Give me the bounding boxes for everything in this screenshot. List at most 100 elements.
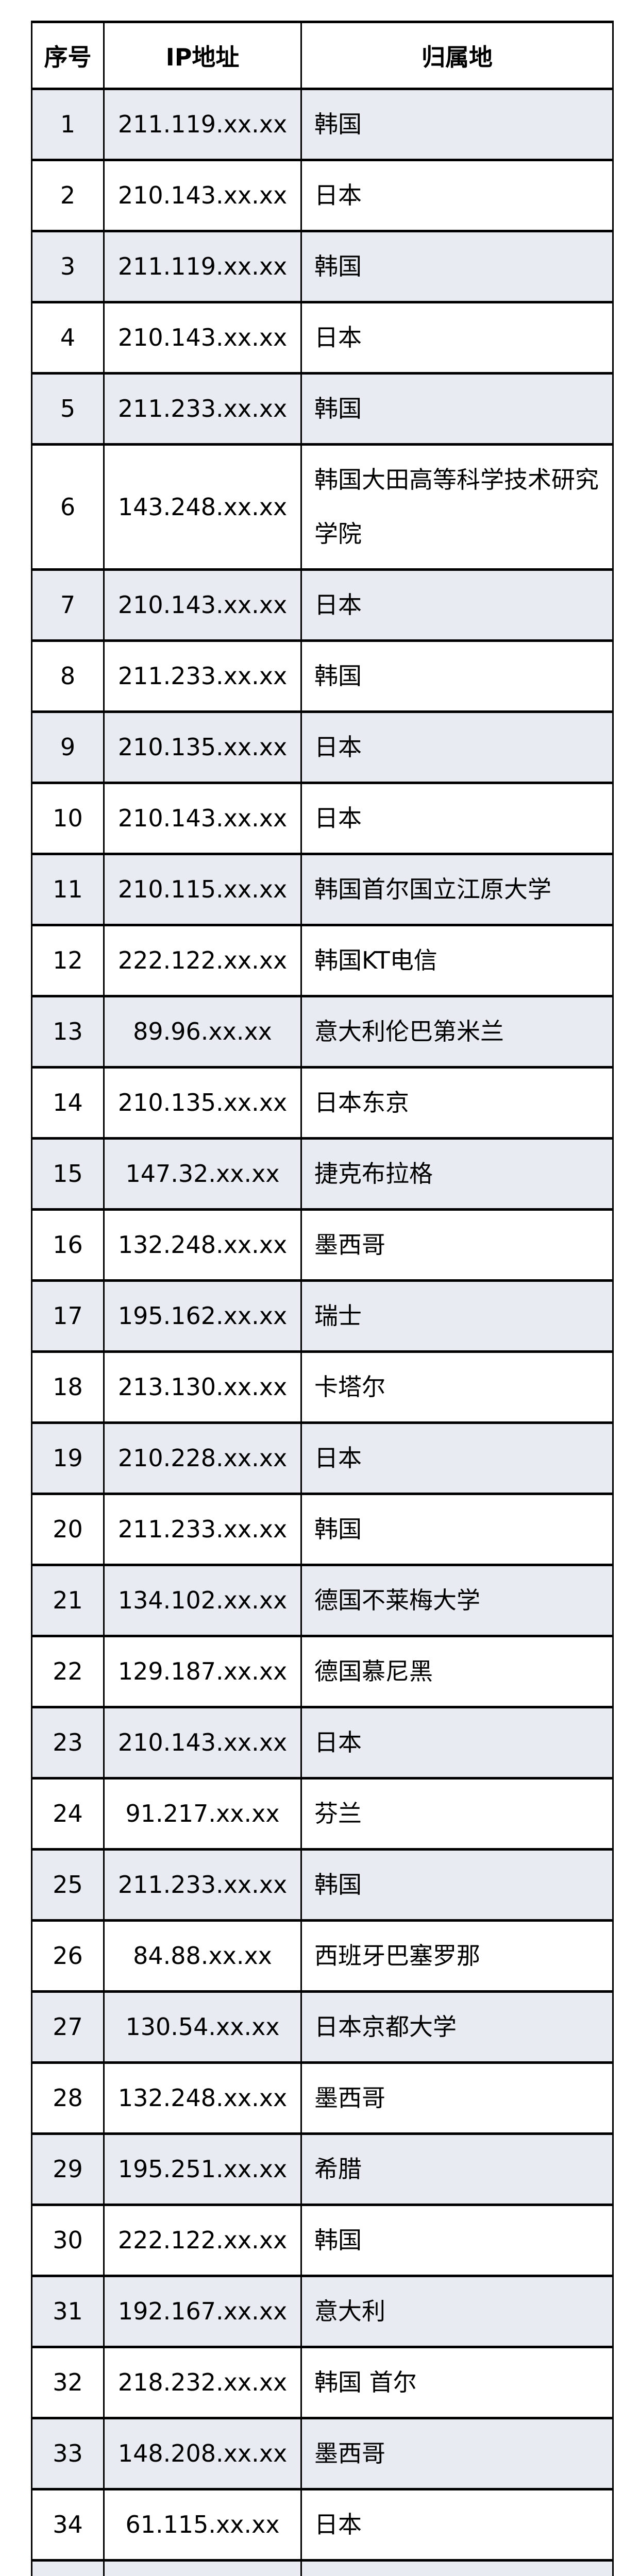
serial-cell: 27: [31, 1990, 105, 2064]
ip-cell: 211.119.xx.xx: [103, 230, 302, 303]
ip-cell: 210.135.xx.xx: [103, 710, 302, 784]
table-row: 32 218.232.xx.xx 韩国 首尔: [31, 2346, 614, 2419]
table-row: 22 129.187.xx.xx 德国慕尼黑: [31, 1635, 614, 1708]
ip-cell: 134.102.xx.xx: [103, 1564, 302, 1637]
ip-cell: 211.233.xx.xx: [103, 1493, 302, 1566]
serial-cell: 6: [31, 443, 105, 571]
ip-cell: 192.167.xx.xx: [103, 2275, 302, 2348]
table-row: 30 222.122.xx.xx 韩国: [31, 2204, 614, 2277]
serial-cell: 15: [31, 1137, 105, 1211]
location-cell: 日本: [300, 2488, 614, 2562]
table-row: 10 210.143.xx.xx 日本: [31, 782, 614, 855]
location-cell: 西班牙巴塞罗那: [300, 1919, 614, 1993]
table-row: 26 84.88.xx.xx 西班牙巴塞罗那: [31, 1919, 614, 1993]
location-cell: 韩国: [300, 88, 614, 161]
serial-cell: 1: [31, 88, 105, 161]
serial-cell: 24: [31, 1777, 105, 1851]
ip-cell: 211.233.xx.xx: [103, 1848, 302, 1922]
location-cell: 韩国: [300, 1848, 614, 1922]
table-row: 12 222.122.xx.xx 韩国KT电信: [31, 924, 614, 997]
location-cell: 墨西哥: [300, 2061, 614, 2135]
serial-cell: 4: [31, 301, 105, 375]
location-cell: 芬兰: [300, 1777, 614, 1851]
serial-cell: 17: [31, 1279, 105, 1353]
ip-cell: 211.233.xx.xx: [103, 372, 302, 446]
ip-cell: 210.115.xx.xx: [103, 853, 302, 926]
ip-cell: 195.251.xx.xx: [103, 2132, 302, 2206]
ip-cell: 91.217.xx.xx: [103, 1777, 302, 1851]
table-row: 13 89.96.xx.xx 意大利伦巴第米兰: [31, 995, 614, 1069]
serial-cell: 19: [31, 1421, 105, 1495]
serial-cell: 11: [31, 853, 105, 926]
ip-cell: 210.135.xx.xx: [103, 1066, 302, 1140]
location-cell: 日本: [300, 301, 614, 375]
table-row: 28 132.248.xx.xx 墨西哥: [31, 2061, 614, 2135]
serial-cell: 8: [31, 639, 105, 713]
location-cell: 墨西哥: [300, 2417, 614, 2490]
table-row: 31 192.167.xx.xx 意大利: [31, 2275, 614, 2348]
ip-cell: 210.143.xx.xx: [103, 301, 302, 375]
location-cell: 韩国: [300, 230, 614, 303]
table-row: 11 210.115.xx.xx 韩国首尔国立江原大学: [31, 853, 614, 926]
location-cell: 意大利: [300, 2275, 614, 2348]
table-row: 1 211.119.xx.xx 韩国: [31, 88, 614, 161]
location-cell: 韩国: [300, 1493, 614, 1566]
location-cell: 日本: [300, 710, 614, 784]
serial-cell: 30: [31, 2204, 105, 2277]
location-cell: 日本: [300, 1706, 614, 1780]
ip-cell: 210.143.xx.xx: [103, 782, 302, 855]
ip-cell: 130.241.xx.xx: [103, 2559, 302, 2576]
location-cell: 韩国首尔国立江原大学: [300, 853, 614, 926]
ip-cell: 222.122.xx.xx: [103, 924, 302, 997]
serial-cell: 35: [31, 2559, 105, 2576]
ip-cell: 129.187.xx.xx: [103, 1635, 302, 1708]
table-row: 9 210.135.xx.xx 日本: [31, 710, 614, 784]
serial-cell: 33: [31, 2417, 105, 2490]
serial-cell: 34: [31, 2488, 105, 2562]
location-cell: 韩国大田高等科学技术研究学院: [300, 443, 614, 571]
location-cell: 瑞士: [300, 1279, 614, 1353]
location-cell: 德国不莱梅大学: [300, 1564, 614, 1637]
ip-cell: 210.228.xx.xx: [103, 1421, 302, 1495]
ip-cell: 211.119.xx.xx: [103, 88, 302, 161]
location-cell: 瑞典: [300, 2559, 614, 2576]
serial-cell: 16: [31, 1208, 105, 1282]
ip-cell: 147.32.xx.xx: [103, 1137, 302, 1211]
location-cell: 希腊: [300, 2132, 614, 2206]
table-row: 17 195.162.xx.xx 瑞士: [31, 1279, 614, 1353]
table-row: 24 91.217.xx.xx 芬兰: [31, 1777, 614, 1851]
ip-cell: 210.143.xx.xx: [103, 1706, 302, 1780]
serial-cell: 18: [31, 1350, 105, 1424]
location-cell: 韩国: [300, 372, 614, 446]
table-row: 27 130.54.xx.xx 日本京都大学: [31, 1990, 614, 2064]
table-row: 4 210.143.xx.xx 日本: [31, 301, 614, 375]
table-row: 6 143.248.xx.xx 韩国大田高等科学技术研究学院: [31, 443, 614, 571]
table-row: 7 210.143.xx.xx 日本: [31, 568, 614, 642]
table-row: 2 210.143.xx.xx 日本: [31, 159, 614, 232]
table-row: 8 211.233.xx.xx 韩国: [31, 639, 614, 713]
serial-cell: 22: [31, 1635, 105, 1708]
ip-cell: 210.143.xx.xx: [103, 568, 302, 642]
ip-cell: 218.232.xx.xx: [103, 2346, 302, 2419]
table-row: 29 195.251.xx.xx 希腊: [31, 2132, 614, 2206]
location-cell: 捷克布拉格: [300, 1137, 614, 1211]
table-row: 35130.241.xx.xx瑞典: [31, 2559, 614, 2576]
table-row: 20 211.233.xx.xx 韩国: [31, 1493, 614, 1566]
serial-cell: 29: [31, 2132, 105, 2206]
header-cell-serial: 序号: [31, 21, 105, 90]
ip-cell: 213.130.xx.xx: [103, 1350, 302, 1424]
ip-cell: 211.233.xx.xx: [103, 639, 302, 713]
serial-cell: 5: [31, 372, 105, 446]
serial-cell: 31: [31, 2275, 105, 2348]
header-cell-ip: IP地址: [103, 21, 302, 90]
ip-cell: 84.88.xx.xx: [103, 1919, 302, 1993]
header-cell-location: 归属地: [300, 21, 614, 90]
ip-cell: 143.248.xx.xx: [103, 443, 302, 571]
serial-cell: 21: [31, 1564, 105, 1637]
location-cell: 日本: [300, 1421, 614, 1495]
serial-cell: 20: [31, 1493, 105, 1566]
location-cell: 卡塔尔: [300, 1350, 614, 1424]
table-row: 34 61.115.xx.xx 日本: [31, 2488, 614, 2562]
serial-cell: 7: [31, 568, 105, 642]
